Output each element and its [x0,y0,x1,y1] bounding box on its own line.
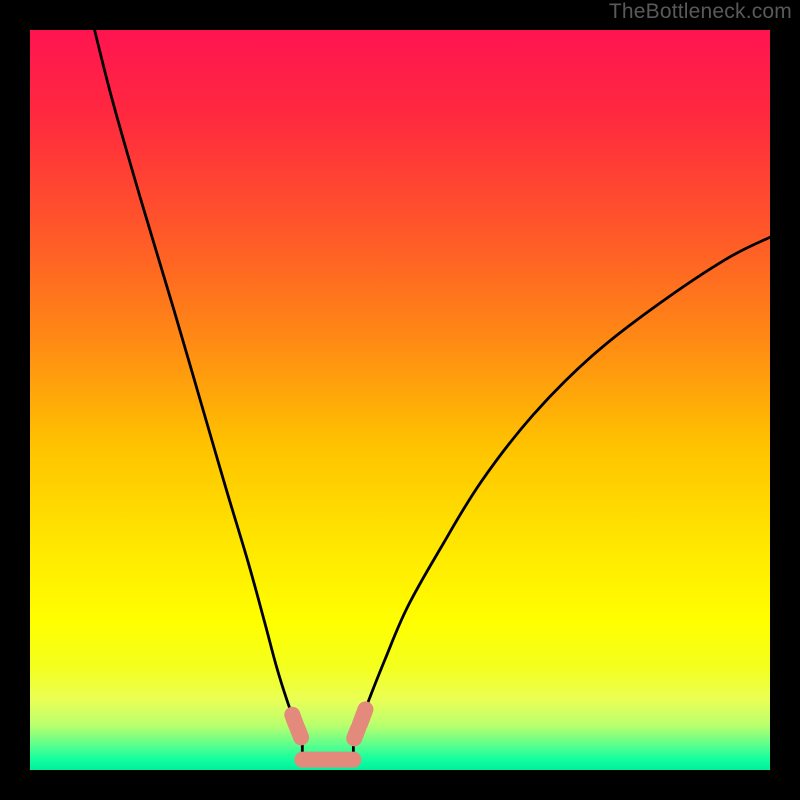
canvas: TheBottleneck.com [0,0,800,800]
plot-background [30,30,770,770]
watermark-text: TheBottleneck.com [609,0,792,24]
plot-area [30,30,770,770]
plot-svg [30,30,770,770]
salmon-mark-4 [360,709,366,724]
salmon-mark-1 [297,728,301,737]
